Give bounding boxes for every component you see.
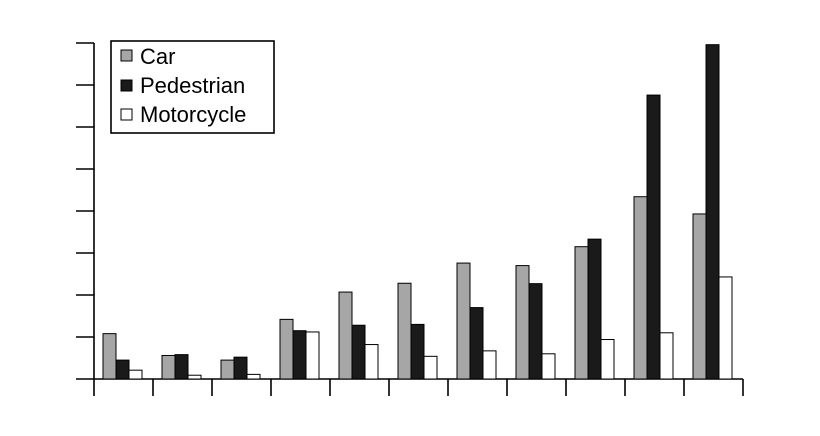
- bar-car-7: [456, 262, 471, 380]
- legend-label-car: Car: [140, 44, 175, 69]
- y-axis: [76, 42, 95, 380]
- bar-pedestrian-5: [351, 324, 366, 380]
- bar-car-10: [633, 196, 648, 380]
- bar-car-2: [161, 354, 176, 380]
- bar-car-11: [692, 213, 707, 380]
- bar-motorcycle-11: [718, 276, 733, 380]
- bar-car-5: [338, 291, 353, 380]
- bar-pedestrian-11: [705, 44, 720, 380]
- bar-motorcycle-1: [128, 369, 143, 380]
- bar-motorcycle-4: [305, 331, 320, 380]
- bar-motorcycle-3: [246, 373, 261, 380]
- bar-car-4: [279, 318, 294, 380]
- bar-motorcycle-7: [482, 350, 497, 380]
- bar-pedestrian-6: [410, 323, 425, 380]
- bar-motorcycle-6: [423, 355, 438, 380]
- bar-pedestrian-2: [174, 354, 189, 380]
- bar-pedestrian-3: [233, 356, 248, 380]
- bar-car-1: [102, 333, 117, 380]
- bar-pedestrian-4: [292, 330, 307, 380]
- bar-car-3: [220, 359, 235, 380]
- bar-motorcycle-8: [541, 353, 556, 380]
- legend-swatch-motorcycle: [120, 108, 133, 121]
- bar-pedestrian-9: [587, 238, 602, 380]
- legend-label-motorcycle: Motorcycle: [140, 102, 246, 127]
- bar-motorcycle-2: [187, 374, 202, 380]
- bar-car-9: [574, 246, 589, 380]
- legend-swatch-pedestrian: [120, 79, 133, 92]
- x-axis: [93, 378, 744, 396]
- bar-motorcycle-5: [364, 344, 379, 380]
- bar-pedestrian-7: [469, 307, 484, 380]
- legend: Car Pedestrian Motorcycle: [110, 40, 275, 134]
- bar-motorcycle-9: [600, 339, 615, 380]
- bar-pedestrian-8: [528, 283, 543, 380]
- legend-box: [110, 40, 275, 134]
- bar-car-6: [397, 282, 412, 380]
- bar-pedestrian-10: [646, 94, 661, 380]
- bar-motorcycle-10: [659, 332, 674, 380]
- bar-car-8: [515, 265, 530, 380]
- bar-pedestrian-1: [115, 359, 130, 380]
- bars: [102, 44, 733, 380]
- legend-swatch-car: [120, 49, 133, 62]
- legend-label-pedestrian: Pedestrian: [140, 73, 245, 98]
